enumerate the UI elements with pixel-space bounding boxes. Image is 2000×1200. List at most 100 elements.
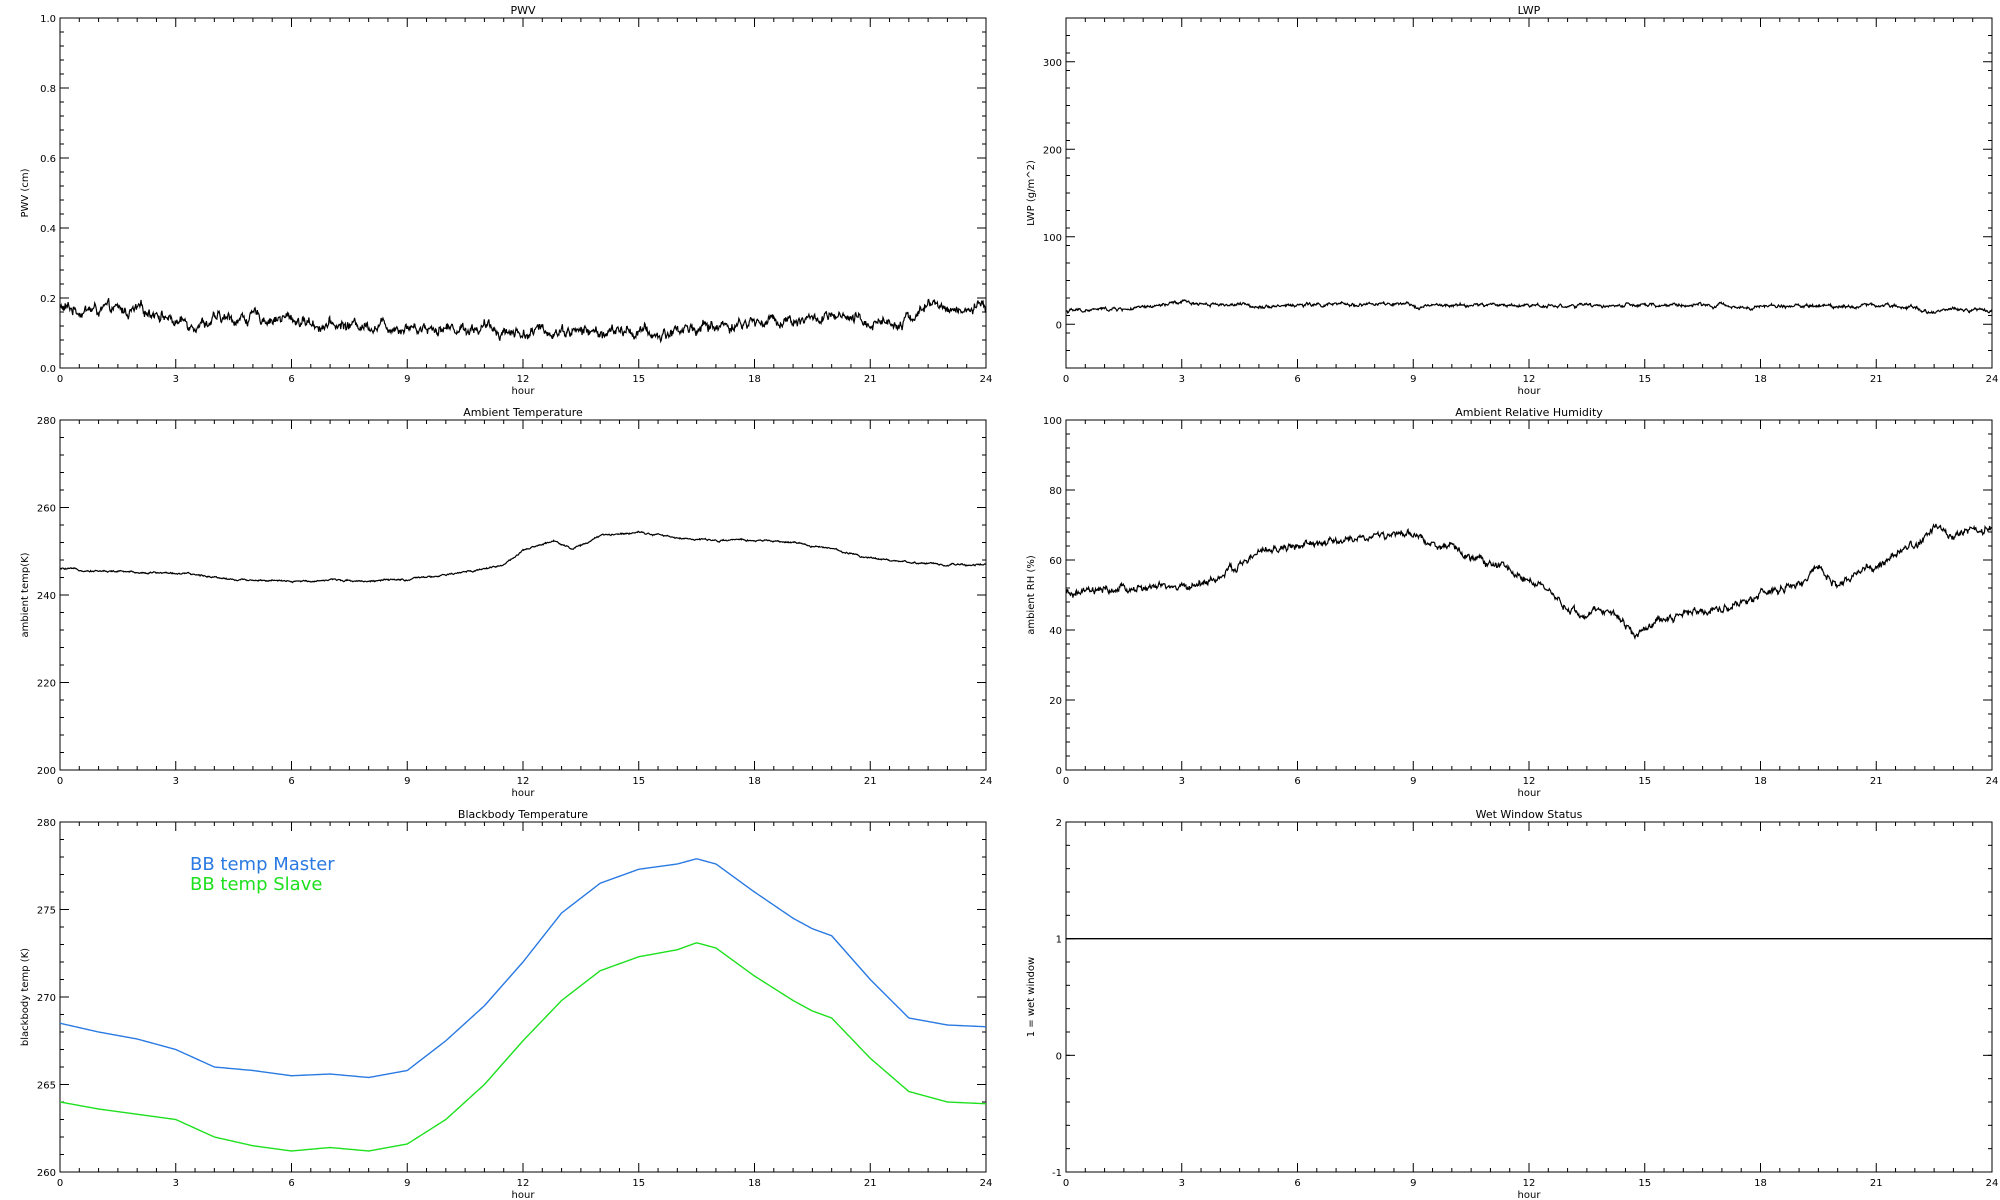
y-tick-label: 200: [37, 766, 56, 777]
y-axis-label: ambient temp(K): [20, 552, 31, 637]
y-tick-label: 20: [1049, 696, 1062, 707]
plot-frame: [1065, 821, 1993, 1173]
x-tick-label: 6: [1294, 374, 1300, 385]
x-tick-label: 21: [864, 374, 877, 385]
x-tick-label: 18: [1754, 1178, 1767, 1189]
x-tick-label: 15: [632, 776, 645, 787]
y-tick-label: 280: [37, 818, 56, 829]
x-tick-label: 9: [1410, 1178, 1416, 1189]
x-tick-label: 6: [288, 776, 294, 787]
y-axis-label: blackbody temp (K): [20, 948, 31, 1046]
series-line-bb-temp-slave: [60, 942, 986, 1152]
x-tick-label: 6: [288, 1178, 294, 1189]
x-tick-label: 0: [1063, 776, 1069, 787]
y-tick-label: 0: [1056, 766, 1062, 777]
x-tick-label: 18: [748, 1178, 761, 1189]
y-tick-label: 275: [37, 906, 56, 917]
y-tick-label: -1: [1052, 1168, 1062, 1179]
x-axis-label: hour: [1518, 386, 1542, 397]
x-tick-label: 15: [1638, 374, 1651, 385]
y-tick-label: 40: [1049, 626, 1062, 637]
x-tick-label: 0: [1063, 1178, 1069, 1189]
chart-title: PWV: [510, 4, 536, 17]
plot-frame: [1065, 419, 1993, 771]
x-tick-label: 3: [173, 374, 179, 385]
y-tick-label: 2: [1056, 818, 1062, 829]
series-line-1: [60, 298, 986, 344]
x-tick-label: 0: [57, 776, 63, 787]
y-axis-label: ambient RH (%): [1026, 555, 1037, 635]
y-tick-label: 60: [1049, 556, 1062, 567]
x-tick-label: 0: [1063, 374, 1069, 385]
y-tick-label: 0.6: [40, 154, 56, 165]
panel-3: Ambient Temperature 0 3 6 9 12 15 18 21 24 200 220 2…: [20, 406, 992, 799]
x-tick-label: 9: [404, 1178, 410, 1189]
x-tick-label: 6: [1294, 776, 1300, 787]
plot-frame: [59, 17, 987, 369]
panel-4: Ambient Relative Humidity 0 3 6 9 12 15 18 21 24 0…: [1026, 406, 1998, 799]
panel-1: PWV 0 3 6 9 12 15 18 21 24 0.0 0.2 0.4 0.6 0.8 1.0 hour P…: [20, 4, 992, 397]
x-tick-label: 21: [864, 1178, 877, 1189]
y-tick-label: 0: [1056, 320, 1062, 331]
plot-frame: [1065, 17, 1993, 369]
x-tick-label: 18: [748, 776, 761, 787]
x-tick-label: 3: [1179, 776, 1185, 787]
x-tick-label: 3: [173, 1178, 179, 1189]
x-tick-label: 18: [1754, 776, 1767, 787]
series-line-bb-temp-master: [60, 858, 986, 1079]
x-tick-label: 18: [1754, 374, 1767, 385]
x-tick-label: 15: [632, 374, 645, 385]
x-tick-label: 3: [1179, 1178, 1185, 1189]
y-tick-label: 0.8: [40, 84, 56, 95]
legend-entry: BB temp Slave: [190, 874, 322, 895]
x-tick-label: 6: [1294, 1178, 1300, 1189]
y-tick-label: 260: [37, 1168, 56, 1179]
x-axis-label: hour: [512, 386, 536, 397]
y-tick-label: 220: [37, 679, 56, 690]
chart-title: Ambient Temperature: [463, 406, 583, 419]
x-tick-label: 21: [864, 776, 877, 787]
y-tick-label: 1: [1056, 935, 1062, 946]
x-tick-label: 21: [1870, 374, 1883, 385]
x-tick-label: 21: [1870, 776, 1883, 787]
y-tick-label: 270: [37, 993, 56, 1004]
x-tick-label: 12: [1523, 374, 1536, 385]
x-tick-label: 9: [1410, 374, 1416, 385]
x-tick-label: 12: [517, 374, 530, 385]
chart-title: Blackbody Temperature: [458, 808, 588, 821]
x-tick-label: 3: [173, 776, 179, 787]
legend-entry: BB temp Master: [190, 854, 335, 875]
x-tick-label: 0: [57, 1178, 63, 1189]
x-tick-label: 24: [980, 776, 993, 787]
x-tick-label: 9: [404, 776, 410, 787]
y-tick-label: 80: [1049, 486, 1062, 497]
x-tick-label: 0: [57, 374, 63, 385]
x-tick-label: 3: [1179, 374, 1185, 385]
chart-title: Wet Window Status: [1476, 808, 1583, 821]
x-tick-label: 18: [748, 374, 761, 385]
y-tick-label: 300: [1043, 58, 1062, 69]
x-tick-label: 24: [1986, 374, 1999, 385]
y-tick-label: 280: [37, 416, 56, 427]
x-tick-label: 12: [1523, 1178, 1536, 1189]
y-axis-label: LWP (g/m^2): [1026, 160, 1037, 226]
x-axis-label: hour: [1518, 788, 1542, 799]
y-axis-label: PWV (cm): [20, 168, 31, 217]
series-line-1: [1066, 298, 1992, 315]
x-axis-label: hour: [1518, 1190, 1542, 1200]
y-tick-label: 0: [1056, 1051, 1062, 1062]
x-axis-label: hour: [512, 788, 536, 799]
x-tick-label: 9: [404, 374, 410, 385]
x-tick-label: 9: [1410, 776, 1416, 787]
x-tick-label: 15: [1638, 1178, 1651, 1189]
x-axis-label: hour: [512, 1190, 536, 1200]
x-tick-label: 24: [1986, 776, 1999, 787]
y-tick-label: 0.0: [40, 364, 56, 375]
x-tick-label: 21: [1870, 1178, 1883, 1189]
y-tick-label: 0.4: [40, 224, 56, 235]
y-tick-label: 1.0: [40, 14, 56, 25]
series-line-1: [60, 530, 986, 584]
panel-5: Blackbody Temperature 0 3 6 9 12 15 18 21 24 260 26…: [20, 808, 992, 1200]
x-tick-label: 24: [980, 374, 993, 385]
